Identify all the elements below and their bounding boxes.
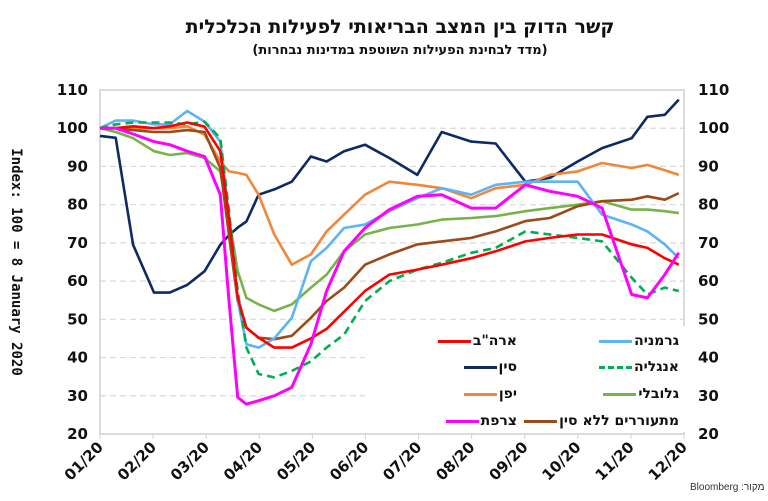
y-tick-label-right: 90 xyxy=(698,157,719,175)
y-tick-label-left: 20 xyxy=(67,425,88,443)
series-line-0 xyxy=(100,121,680,349)
x-tick-label: 12/20 xyxy=(645,438,691,484)
x-tick-label: 09/20 xyxy=(485,438,531,484)
y-tick-label-left: 100 xyxy=(57,119,88,137)
legend-label: גלובלי xyxy=(638,386,679,402)
x-tick-label: 04/20 xyxy=(220,438,266,484)
legend-swatch xyxy=(445,419,479,423)
y-tick-label-right: 40 xyxy=(698,349,719,367)
y-tick-label-right: 50 xyxy=(698,310,719,328)
x-tick-label: 01/20 xyxy=(61,438,107,484)
y-axis-label: Index: 100 = 8 January 2020 xyxy=(8,148,24,376)
legend-swatch xyxy=(524,419,558,423)
legend-label: צרפת xyxy=(480,413,517,429)
y-tick-label-left: 90 xyxy=(67,157,88,175)
y-tick-label-right: 80 xyxy=(698,196,719,214)
legend-item-emerging-ex-china: מתעוררים ללא סין xyxy=(524,411,679,431)
legend: ארה"ב גרמניה סין אנגליה יפן גלובלי צרפת … xyxy=(365,326,687,432)
y-tick-label-left: 50 xyxy=(67,310,88,328)
legend-item-global: גלובלי xyxy=(603,384,679,404)
legend-item-japan: יפן xyxy=(463,384,517,404)
x-tick-label: 07/20 xyxy=(379,438,425,484)
y-tick-label-left: 40 xyxy=(67,349,88,367)
series-line-2 xyxy=(99,98,680,294)
series-line-5 xyxy=(99,126,679,313)
y-tick-label-left: 70 xyxy=(67,234,88,252)
y-tick-label-right: 70 xyxy=(698,234,719,252)
y-tick-label-right: 30 xyxy=(698,387,719,405)
series-line-1 xyxy=(99,109,680,349)
legend-label: אנגליה xyxy=(633,359,679,375)
legend-label: גרמניה xyxy=(634,333,679,349)
series-line-6 xyxy=(100,126,681,406)
x-tick-label: 06/20 xyxy=(326,438,372,484)
legend-label: ארה"ב xyxy=(472,333,517,349)
legend-item-usa: ארה"ב xyxy=(437,331,517,351)
legend-swatch xyxy=(603,392,637,396)
legend-swatch xyxy=(437,339,471,343)
legend-swatch xyxy=(463,365,497,369)
legend-swatch xyxy=(463,392,497,396)
x-tick-label: 11/20 xyxy=(592,438,638,484)
series-line-4 xyxy=(100,125,680,266)
legend-label: סין xyxy=(498,359,517,375)
series-line-7 xyxy=(100,126,680,341)
y-tick-label-right: 20 xyxy=(698,425,719,443)
x-tick-label: 10/20 xyxy=(539,438,585,484)
y-tick-label-right: 60 xyxy=(698,272,719,290)
x-tick-label: 03/20 xyxy=(167,438,213,484)
legend-item-uk: אנגליה xyxy=(598,357,679,377)
legend-swatch xyxy=(598,365,632,369)
legend-swatch xyxy=(599,339,633,343)
legend-label: מתעוררים ללא סין xyxy=(559,413,679,429)
y-tick-label-right: 100 xyxy=(698,119,729,137)
y-tick-label-left: 110 xyxy=(57,81,88,99)
y-tick-label-left: 30 xyxy=(67,387,88,405)
legend-label: יפן xyxy=(498,386,517,402)
y-tick-label-left: 60 xyxy=(67,272,88,290)
x-tick-label: 05/20 xyxy=(273,438,319,484)
x-tick-label: 08/20 xyxy=(432,438,478,484)
source-note: Bloomberg :מקור xyxy=(690,482,765,493)
y-tick-label-right: 110 xyxy=(698,81,729,99)
x-tick-label: 02/20 xyxy=(114,438,160,484)
legend-item-france: צרפת xyxy=(445,411,517,431)
y-tick-label-left: 80 xyxy=(67,196,88,214)
plot-area xyxy=(99,89,685,435)
legend-item-germany: גרמניה xyxy=(599,331,679,351)
legend-item-china: סין xyxy=(463,357,517,377)
chart-title: קשר הדוק בין המצב הבריאותי לפעילות הכלכל… xyxy=(185,16,615,38)
series-line-3 xyxy=(99,120,680,379)
chart-subtitle: (מדד לבחינת הפעילות השוטפת במדינות נבחרו… xyxy=(252,43,548,58)
